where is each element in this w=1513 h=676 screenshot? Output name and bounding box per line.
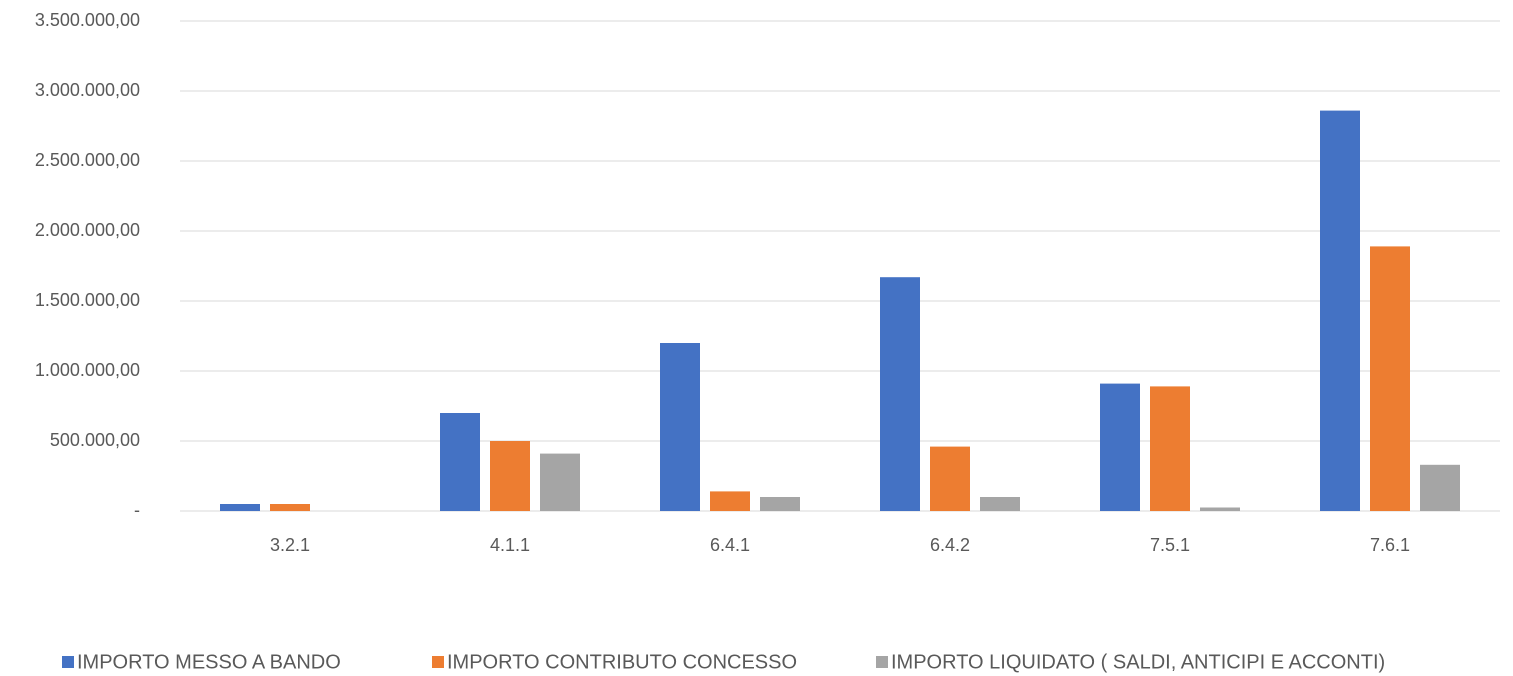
bar	[490, 441, 530, 511]
bar	[930, 446, 970, 511]
x-tick-label: 6.4.2	[930, 535, 970, 555]
legend-swatch	[876, 656, 888, 668]
legend-swatch	[62, 656, 74, 668]
legend-label: IMPORTO LIQUIDATO ( SALDI, ANTICIPI E AC…	[891, 651, 1385, 673]
y-tick-label: 2.500.000,00	[35, 150, 140, 170]
x-tick-label: 7.6.1	[1370, 535, 1410, 555]
bar	[540, 453, 580, 511]
y-tick-label: 1.000.000,00	[35, 360, 140, 380]
bar	[1150, 386, 1190, 511]
y-tick-label: 3.500.000,00	[35, 10, 140, 30]
bar	[1200, 507, 1240, 511]
legend: IMPORTO MESSO A BANDO IMPORTO CONTRIBUTO …	[62, 651, 1385, 673]
bar	[760, 497, 800, 511]
y-tick-label: 2.000.000,00	[35, 220, 140, 240]
bar	[710, 491, 750, 511]
bar	[440, 413, 480, 511]
bar	[270, 504, 310, 511]
bar	[1370, 246, 1410, 511]
y-tick-label: -	[134, 500, 140, 520]
y-tick-label: 1.500.000,00	[35, 290, 140, 310]
legend-swatch	[432, 656, 444, 668]
bar	[880, 277, 920, 511]
x-tick-label: 3.2.1	[270, 535, 310, 555]
legend-label: IMPORTO CONTRIBUTO CONCESSO	[447, 651, 797, 673]
bar	[1100, 383, 1140, 511]
bar	[1320, 110, 1360, 511]
x-tick-label: 4.1.1	[490, 535, 530, 555]
x-tick-label: 7.5.1	[1150, 535, 1190, 555]
bar	[980, 497, 1020, 511]
legend-label: IMPORTO MESSO A BANDO	[77, 651, 341, 673]
y-tick-label: 3.000.000,00	[35, 80, 140, 100]
x-tick-label: 6.4.1	[710, 535, 750, 555]
bar	[660, 343, 700, 511]
bar	[1420, 464, 1460, 511]
y-tick-label: 500.000,00	[50, 430, 140, 450]
bar	[220, 504, 260, 511]
